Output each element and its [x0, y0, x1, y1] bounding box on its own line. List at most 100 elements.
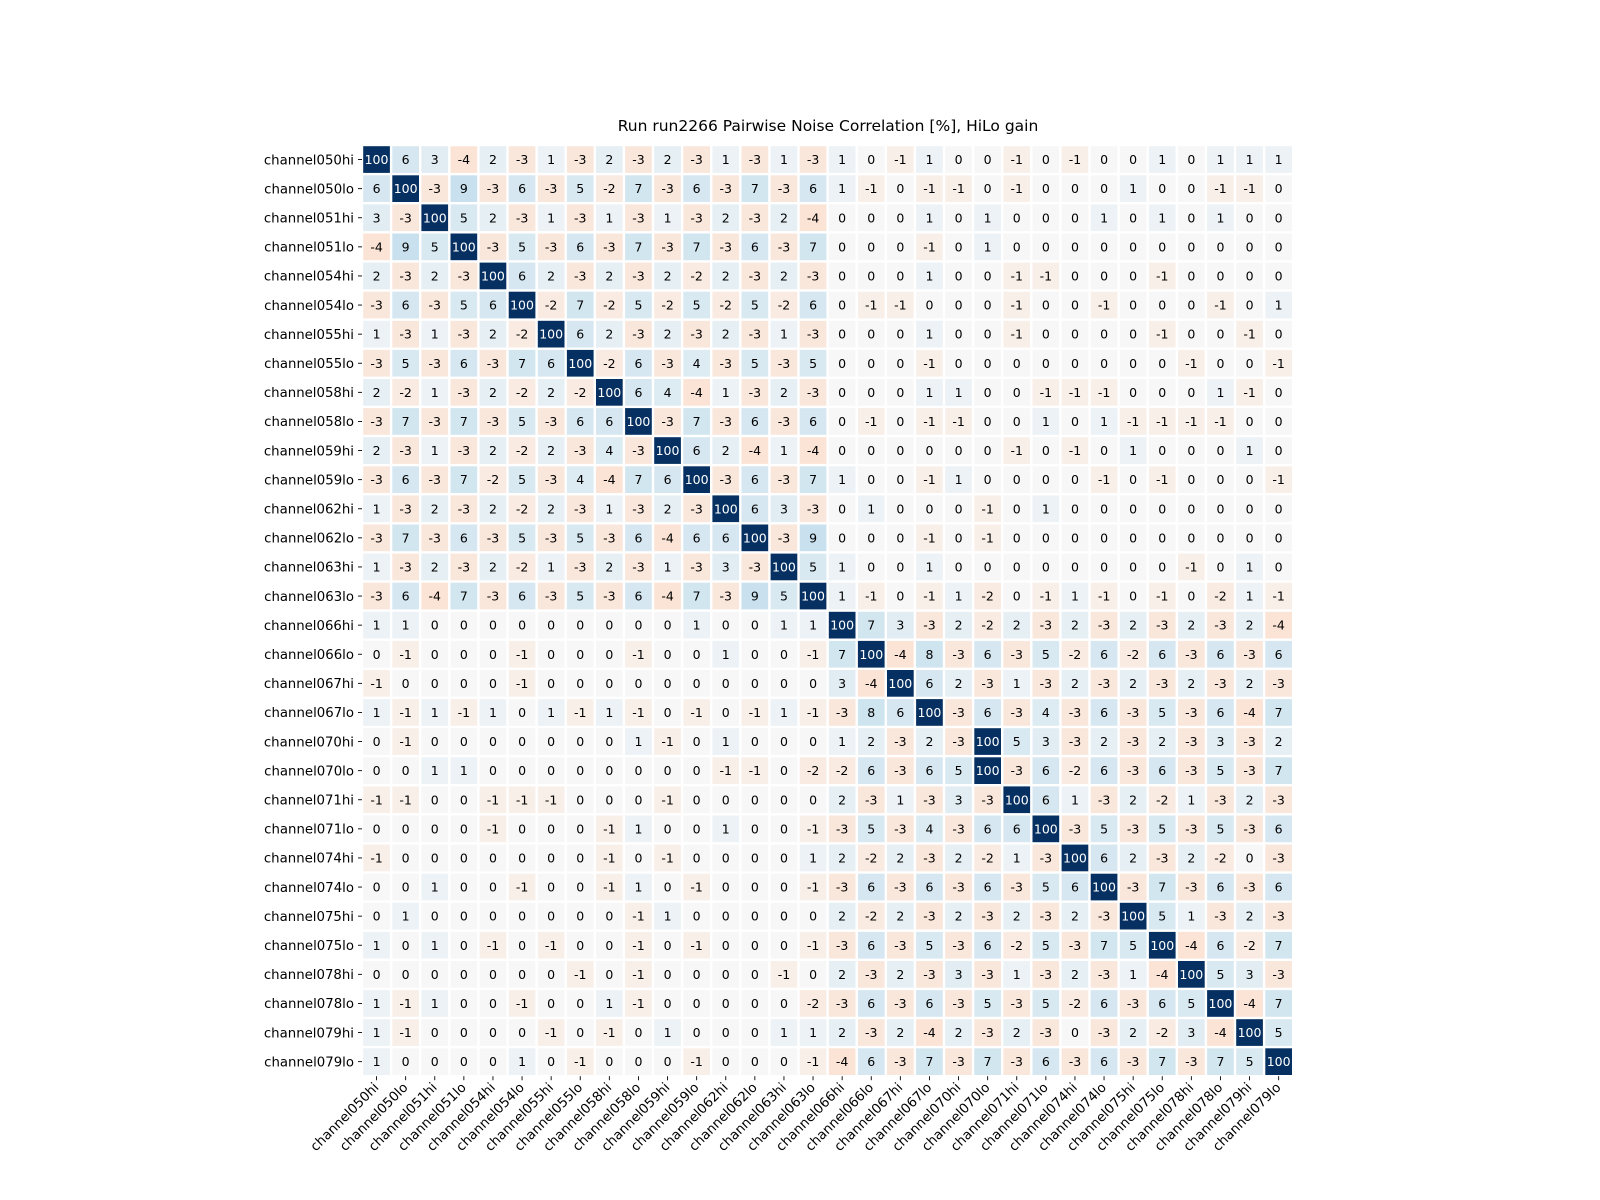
heatmap-cell — [566, 786, 594, 814]
cell-value-label: -2 — [545, 298, 557, 313]
heatmap-cell — [1236, 670, 1263, 697]
heatmap-cell — [654, 961, 681, 988]
heatmap-cell — [537, 175, 565, 202]
heatmap-cell — [741, 990, 769, 1017]
cell-value-label: -3 — [1040, 909, 1052, 924]
cell-value-label: -1 — [574, 1054, 586, 1069]
cell-value-label: 0 — [1013, 472, 1021, 487]
cell-value-label: 0 — [722, 938, 730, 953]
heatmap-cell — [683, 233, 710, 261]
cell-value-label: 0 — [867, 152, 875, 167]
heatmap-cell — [363, 146, 390, 173]
cell-value-label: 0 — [460, 647, 468, 662]
heatmap-cell — [1003, 786, 1031, 814]
cell-value-label: 6 — [751, 501, 759, 516]
heatmap-cell — [363, 640, 390, 668]
heatmap-cell — [1178, 1019, 1205, 1046]
heatmap-cell — [566, 553, 594, 581]
heatmap-cell — [363, 844, 390, 872]
heatmap-cell — [1178, 844, 1205, 872]
heatmap-cell — [479, 349, 507, 377]
cell-value-label: 0 — [722, 967, 730, 982]
cell-value-label: 0 — [1042, 356, 1050, 371]
cell-value-label: 0 — [780, 909, 788, 924]
heatmap-cell — [1265, 379, 1292, 406]
cell-value-label: 1 — [1013, 676, 1021, 691]
cell-value-label: -2 — [807, 763, 819, 778]
heatmap-cell — [1032, 495, 1060, 523]
heatmap-cell — [1032, 291, 1060, 319]
heatmap-cell — [450, 757, 478, 784]
cell-value-label: 1 — [373, 1025, 381, 1040]
heatmap-cell — [828, 146, 856, 173]
heatmap-cell — [770, 640, 798, 668]
heatmap-cell — [1119, 320, 1147, 348]
cell-value-label: 0 — [984, 327, 992, 342]
heatmap-cell — [916, 757, 943, 784]
heatmap-cell — [683, 524, 710, 552]
heatmap-cell — [596, 349, 623, 377]
cell-value-label: -3 — [1098, 909, 1110, 924]
heatmap-cell — [537, 320, 565, 348]
heatmap-cell — [1178, 931, 1205, 959]
heatmap-cell — [1207, 931, 1234, 959]
heatmap-cell — [1265, 524, 1292, 552]
heatmap-cell — [916, 146, 943, 173]
heatmap-cell — [887, 640, 914, 668]
heatmap-cell — [654, 931, 681, 959]
cell-value-label: 4 — [925, 821, 933, 836]
cell-value-label: -1 — [690, 938, 702, 953]
heatmap-cell — [1178, 408, 1205, 435]
heatmap-cell — [799, 233, 827, 261]
cell-value-label: -3 — [545, 530, 557, 545]
heatmap-cell — [828, 990, 856, 1017]
cell-value-label: 0 — [751, 1025, 759, 1040]
heatmap-cell — [1178, 757, 1205, 784]
heatmap-cell — [799, 815, 827, 843]
cell-value-label: 0 — [1013, 356, 1021, 371]
cell-value-label: 2 — [373, 443, 381, 458]
cell-value-label: 100 — [1150, 938, 1174, 953]
heatmap-cell — [625, 873, 652, 901]
cell-value-label: 0 — [634, 618, 642, 633]
cell-value-label: 0 — [1129, 472, 1137, 487]
heatmap-cell — [683, 204, 710, 232]
heatmap-cell — [828, 553, 856, 581]
heatmap-cell — [1265, 931, 1292, 959]
cell-value-label: -3 — [1127, 763, 1139, 778]
cell-value-label: 2 — [925, 734, 933, 749]
heatmap-cell — [1032, 408, 1060, 435]
heatmap-cell — [1207, 204, 1234, 232]
heatmap-cell — [1265, 1019, 1292, 1046]
heatmap-cell — [916, 961, 943, 988]
cell-value-label: -3 — [1098, 792, 1110, 807]
heatmap-cell — [450, 553, 478, 581]
heatmap-cell — [712, 146, 740, 173]
heatmap-cell — [421, 582, 449, 610]
heatmap-cell — [1207, 349, 1234, 377]
heatmap-cell — [770, 553, 798, 581]
heatmap-cell — [1090, 437, 1118, 464]
heatmap-cell — [887, 146, 914, 173]
cell-value-label: -1 — [516, 880, 528, 895]
heatmap-cell — [974, 670, 1001, 697]
cell-value-label: 1 — [984, 210, 992, 225]
cell-value-label: 0 — [1216, 356, 1224, 371]
cell-value-label: 0 — [838, 530, 846, 545]
heatmap-cell — [683, 320, 710, 348]
heatmap-cell — [1148, 728, 1176, 755]
heatmap-cell — [392, 466, 419, 493]
heatmap-cell — [1090, 728, 1118, 755]
cell-value-label: 0 — [1100, 152, 1108, 167]
heatmap-cell — [566, 844, 594, 872]
heatmap-cell — [1090, 495, 1118, 523]
cell-value-label: -1 — [632, 909, 644, 924]
cell-value-label: -3 — [720, 181, 732, 196]
heatmap-cell — [799, 728, 827, 755]
cell-value-label: -3 — [807, 501, 819, 516]
cell-value-label: 0 — [925, 501, 933, 516]
cell-value-label: 0 — [518, 705, 526, 720]
heatmap-cell — [916, 931, 943, 959]
cell-value-label: 0 — [460, 618, 468, 633]
cell-value-label: 6 — [518, 181, 526, 196]
